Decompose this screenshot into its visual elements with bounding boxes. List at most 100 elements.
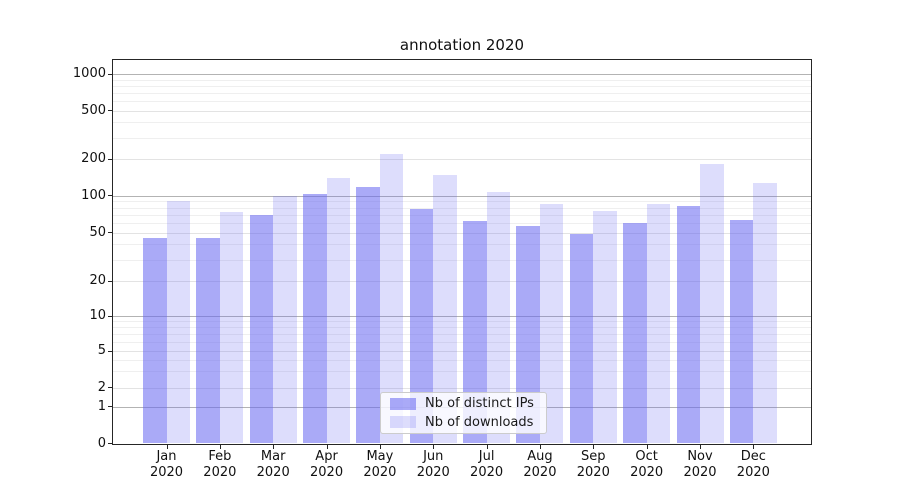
legend-label-distinct-ips: Nb of distinct IPs bbox=[425, 396, 534, 412]
gridline-y-3 bbox=[113, 371, 811, 373]
y-tick-50 bbox=[108, 232, 113, 233]
bar-distinct-ips-sep bbox=[569, 233, 594, 444]
y-tick-label-10: 10 bbox=[89, 308, 106, 323]
legend: Nb of distinct IPs Nb of downloads bbox=[380, 392, 547, 434]
gridline-y-9 bbox=[113, 321, 811, 323]
bar-distinct-ips-feb bbox=[196, 238, 220, 444]
bar-distinct-ips-mar bbox=[249, 214, 274, 444]
bar-distinct-ips-may bbox=[356, 186, 380, 444]
y-tick-label-0: 0 bbox=[97, 435, 106, 451]
y-tick-label-20: 20 bbox=[89, 273, 106, 288]
y-tick-label-500: 500 bbox=[81, 102, 106, 118]
gridline-y-60 bbox=[113, 222, 811, 224]
gridline-y-8 bbox=[113, 327, 811, 329]
x-tick-label-apr: Apr 2020 bbox=[310, 449, 344, 480]
gridline-y-50 bbox=[113, 232, 811, 234]
bar-distinct-ips-dec bbox=[729, 220, 754, 444]
x-tick-mar bbox=[273, 444, 275, 449]
gridline-y-1000 bbox=[113, 74, 811, 76]
gridline-y-500 bbox=[113, 110, 811, 112]
gridline-y-400 bbox=[113, 122, 811, 124]
x-tick-feb bbox=[219, 444, 221, 449]
gridline-y-2 bbox=[113, 387, 811, 389]
gridline-y-30 bbox=[113, 259, 811, 261]
x-tick-label-mar: Mar 2020 bbox=[256, 449, 290, 480]
x-tick-jul bbox=[486, 444, 488, 449]
x-tick-sep bbox=[593, 444, 595, 449]
bar-downloads-sep bbox=[593, 210, 617, 444]
x-tick-label-may: May 2020 bbox=[363, 449, 397, 480]
bar-downloads-apr bbox=[326, 177, 351, 444]
gridline-y-90 bbox=[113, 201, 811, 203]
x-tick-jan bbox=[166, 444, 168, 449]
gridline-y-100 bbox=[113, 195, 811, 197]
gridline-y-40 bbox=[113, 244, 811, 246]
y-tick-label-1000: 1000 bbox=[72, 66, 106, 82]
bar-downloads-mar bbox=[273, 195, 297, 444]
bar-downloads-feb bbox=[219, 212, 244, 444]
bar-distinct-ips-aug bbox=[516, 226, 540, 444]
bar-downloads-aug bbox=[539, 203, 564, 444]
bar-downloads-dec bbox=[753, 183, 777, 444]
y-tick-label-5: 5 bbox=[97, 343, 106, 358]
x-tick-label-jul: Jul 2020 bbox=[470, 449, 504, 480]
x-tick-may bbox=[379, 444, 381, 449]
x-tick-label-aug: Aug 2020 bbox=[523, 449, 557, 480]
y-tick-1 bbox=[108, 406, 113, 407]
gridline-y-7 bbox=[113, 334, 811, 335]
gridline-y-300 bbox=[113, 137, 811, 139]
legend-label-downloads: Nb of downloads bbox=[425, 414, 534, 430]
gridline-y-200 bbox=[113, 159, 811, 161]
gridline-y-4 bbox=[113, 359, 811, 361]
gridline-y-600 bbox=[113, 101, 811, 103]
bar-distinct-ips-apr bbox=[303, 194, 327, 444]
x-tick-label-jun: Jun 2020 bbox=[416, 449, 450, 480]
x-tick-label-oct: Oct 2020 bbox=[630, 449, 664, 480]
x-tick-label-dec: Dec 2020 bbox=[736, 449, 770, 480]
x-tick-apr bbox=[326, 444, 328, 449]
legend-swatch-distinct-ips bbox=[390, 397, 416, 410]
y-tick-10 bbox=[108, 315, 113, 317]
chart-title: annotation 2020 bbox=[399, 36, 525, 54]
y-tick-5 bbox=[108, 350, 113, 352]
y-tick-label-2: 2 bbox=[97, 379, 106, 395]
bar-downloads-nov bbox=[700, 164, 724, 444]
gridline-y-10 bbox=[113, 316, 811, 317]
y-tick-2 bbox=[108, 387, 113, 388]
gridline-y-5 bbox=[113, 351, 811, 352]
y-tick-20 bbox=[108, 280, 113, 282]
y-tick-1000 bbox=[108, 73, 113, 75]
bar-distinct-ips-jun bbox=[409, 208, 434, 444]
bar-distinct-ips-nov bbox=[676, 206, 700, 444]
legend-item-distinct-ips: Nb of distinct IPs bbox=[390, 396, 546, 411]
y-tick-100 bbox=[108, 195, 113, 197]
plot-area bbox=[113, 60, 811, 444]
y-tick-0 bbox=[108, 443, 113, 444]
bar-downloads-jul bbox=[486, 192, 511, 444]
gridline-y-70 bbox=[113, 214, 811, 216]
gridline-y-6 bbox=[113, 341, 811, 343]
bar-downloads-jun bbox=[433, 175, 457, 444]
legend-item-downloads: Nb of downloads bbox=[390, 415, 546, 430]
gridline-y-80 bbox=[113, 207, 811, 209]
legend-swatch-downloads bbox=[390, 416, 416, 429]
x-tick-label-nov: Nov 2020 bbox=[683, 449, 717, 480]
gridline-y-700 bbox=[113, 92, 811, 94]
gridline-y-800 bbox=[113, 85, 811, 87]
bar-distinct-ips-oct bbox=[623, 222, 647, 444]
x-tick-dec bbox=[753, 444, 755, 449]
y-tick-label-1: 1 bbox=[97, 398, 106, 414]
bar-distinct-ips-jul bbox=[463, 221, 487, 444]
y-tick-label-50: 50 bbox=[89, 224, 106, 240]
bar-distinct-ips-jan bbox=[143, 238, 167, 444]
x-tick-nov bbox=[700, 444, 701, 449]
y-tick-label-100: 100 bbox=[81, 187, 106, 203]
y-tick-200 bbox=[108, 158, 113, 160]
x-tick-oct bbox=[646, 444, 648, 449]
x-tick-aug bbox=[539, 444, 541, 449]
x-tick-jun bbox=[433, 444, 435, 449]
x-tick-label-sep: Sep 2020 bbox=[576, 449, 610, 480]
gridline-y-20 bbox=[113, 281, 811, 282]
bar-downloads-jan bbox=[166, 200, 190, 444]
